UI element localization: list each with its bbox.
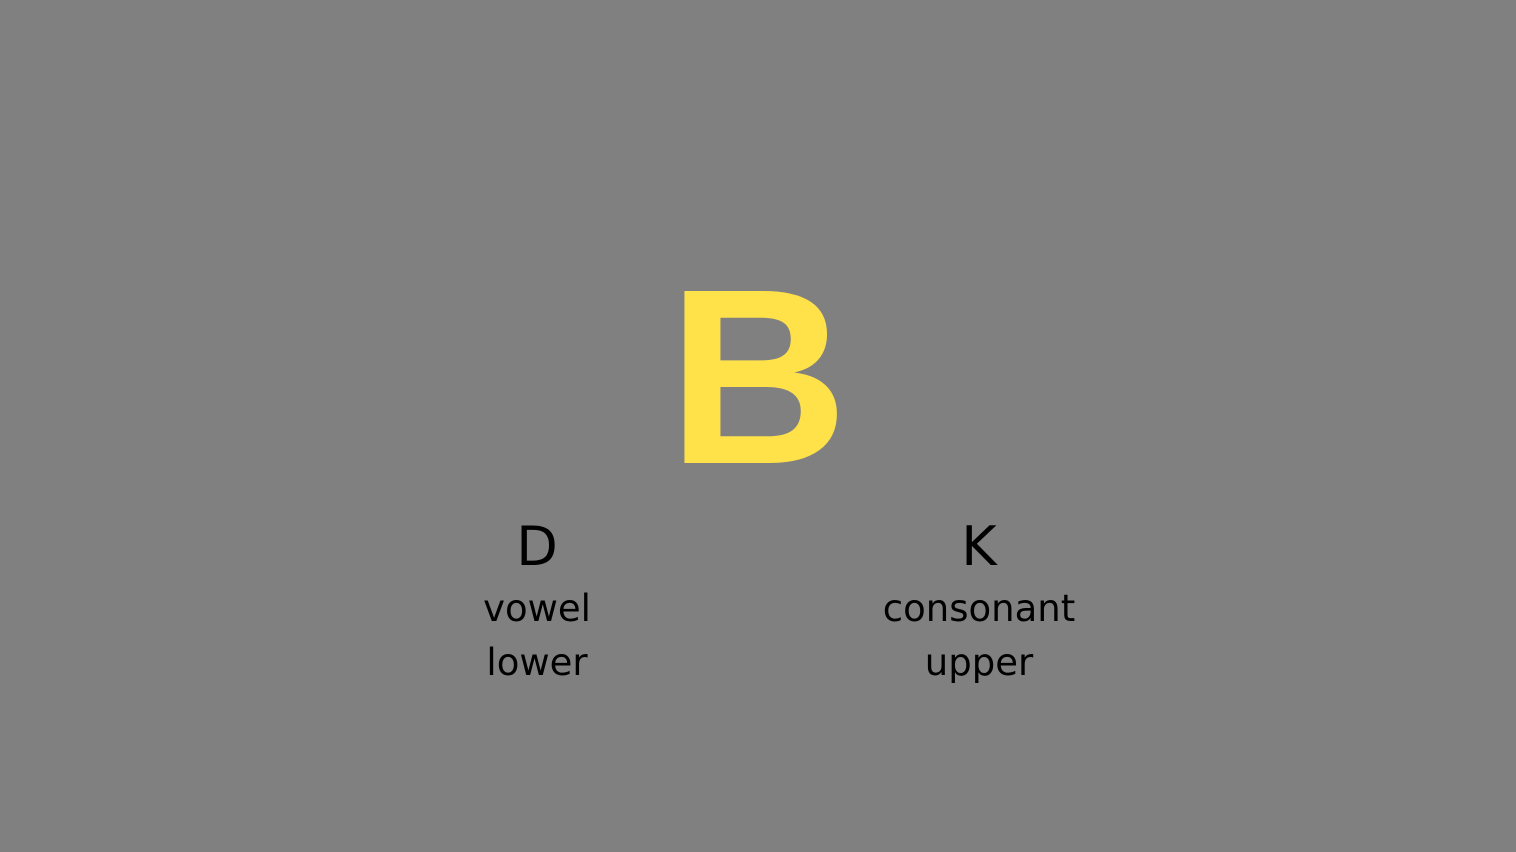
response-option-right: K consonant upper [829,512,1129,690]
category-label-left: vowel [483,587,591,630]
case-label-right: upper [924,641,1034,684]
case-label-left: lower [486,641,588,684]
category-label-right: consonant [882,587,1076,630]
response-key-left: D [516,515,558,578]
response-key-right: K [961,515,997,578]
stimulus-letter: B [667,237,849,516]
response-option-left: D vowel lower [387,512,687,690]
